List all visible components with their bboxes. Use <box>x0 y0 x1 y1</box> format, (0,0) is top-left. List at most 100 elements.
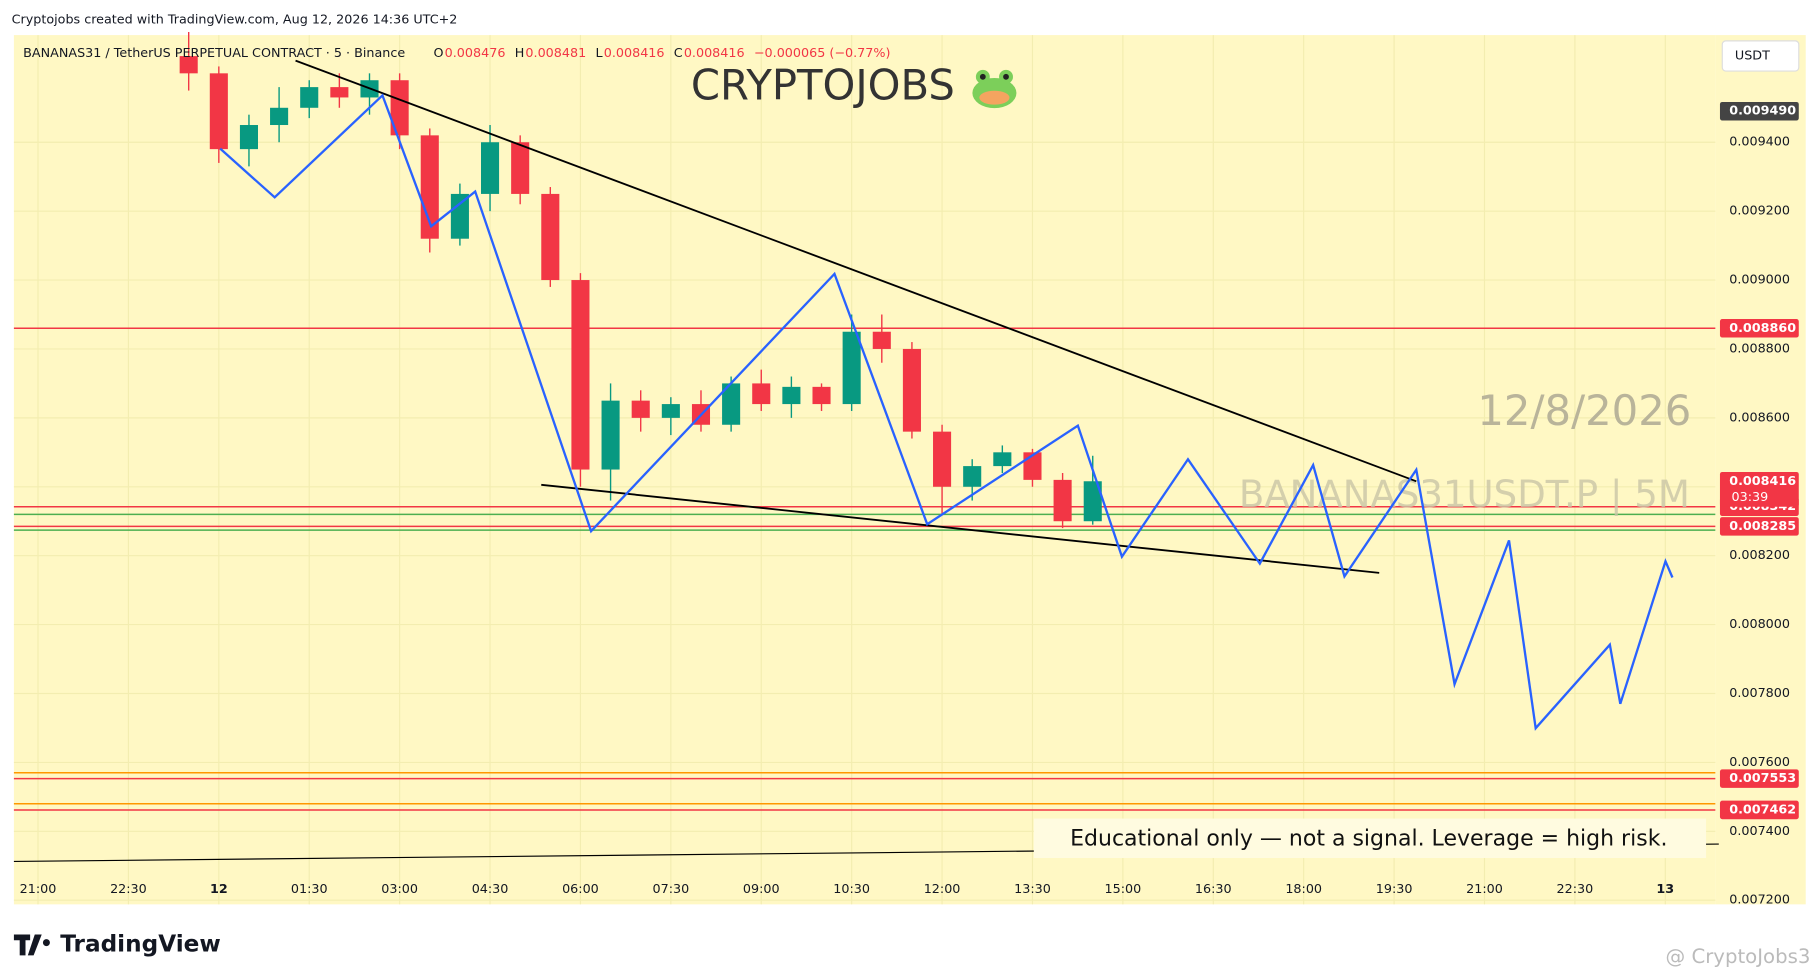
ohlc-label: C <box>674 46 683 61</box>
x-tick-label: 21:00 <box>1466 882 1503 897</box>
x-tick-label: 18:00 <box>1285 882 1322 897</box>
last-price-tag <box>1719 471 1799 507</box>
drawings <box>13 59 1719 863</box>
candle-body <box>300 87 319 108</box>
y-tick-label: 0.008000 <box>1729 617 1790 632</box>
y-tick-label: 0.007400 <box>1729 824 1790 839</box>
frog-icon <box>972 69 1017 109</box>
brand: TradingView <box>60 930 221 957</box>
x-tick-label: 22:30 <box>110 882 147 897</box>
ohlc-label: H <box>515 46 525 61</box>
candle-body <box>812 386 831 405</box>
countdown: 03:39 <box>1732 490 1769 505</box>
x-tick-label: 15:00 <box>1105 882 1142 897</box>
x-tick-label: 13 <box>1656 882 1674 897</box>
x-tick-label: 09:00 <box>743 882 780 897</box>
last-price-label: 0.008416 <box>1729 474 1796 489</box>
y-tick-label: 0.007600 <box>1729 755 1790 770</box>
x-tick-label: 10:30 <box>833 882 870 897</box>
candle-body <box>511 142 530 194</box>
ohlc-label: O <box>433 46 443 61</box>
price-tag-label: 0.009490 <box>1729 104 1796 119</box>
plot-background <box>13 35 1716 905</box>
y-tick-label: 0.008600 <box>1729 410 1790 425</box>
x-tick-label: 19:30 <box>1376 882 1413 897</box>
candle-body <box>842 331 861 405</box>
candle-body <box>390 80 409 136</box>
candle-body <box>541 193 560 281</box>
candle-body <box>631 400 650 418</box>
note-box <box>1033 818 1707 858</box>
currency-button[interactable] <box>1721 40 1800 72</box>
candle-body <box>270 107 289 126</box>
candle-body <box>661 404 680 418</box>
note: Educational only — not a signal. Leverag… <box>1070 826 1667 851</box>
symbol-watermark: BANANAS31USDT.P | 5M <box>1239 473 1690 517</box>
price-axis-background <box>1715 35 1806 905</box>
change: −0.000065 (−0.77%) <box>754 46 891 61</box>
x-tick-label: 01:30 <box>291 882 328 897</box>
candle-body <box>330 87 349 98</box>
candle-body <box>722 383 741 425</box>
title: CRYPTOJOBS <box>691 60 955 109</box>
trendline <box>295 59 1417 483</box>
candle-body <box>179 56 198 74</box>
y-tick-label: 0.007200 <box>1729 893 1790 908</box>
level-label: 0.007553 <box>1729 771 1796 786</box>
levels <box>13 327 1716 811</box>
candle-body <box>872 331 891 349</box>
y-tick-label: 0.008200 <box>1729 548 1790 563</box>
x-tick-label: 13:30 <box>1014 882 1051 897</box>
candle-body <box>752 383 771 405</box>
candle-body <box>450 193 469 239</box>
candle-body <box>571 280 590 470</box>
level-tag <box>1719 319 1799 338</box>
x-tick-label: 16:30 <box>1195 882 1232 897</box>
x-tick-label: 12:00 <box>924 882 961 897</box>
candle-body <box>1083 481 1102 522</box>
x-tick-label: 12 <box>210 882 228 897</box>
tv-logo <box>13 934 50 956</box>
x-tick-label: 22:30 <box>1557 882 1594 897</box>
y-tick-label: 0.007800 <box>1729 686 1790 701</box>
level-tag <box>1719 517 1799 536</box>
level-label: 0.008860 <box>1729 321 1796 336</box>
candle-body <box>963 466 982 487</box>
x-tick-label: 07:30 <box>652 882 689 897</box>
candle-body <box>601 400 620 470</box>
header: Cryptojobs created with TradingView.com,… <box>12 13 458 28</box>
x-tick-label: 04:30 <box>472 882 509 897</box>
ohlc-value: 0.008416 <box>684 46 745 61</box>
candle-body <box>480 142 500 194</box>
price-tag <box>1719 101 1799 121</box>
axes: 0.007200 0.007400 0.007600 0.007800 0.008000… <box>20 101 1799 908</box>
y-tick-label: 0.008800 <box>1729 341 1790 356</box>
candle-body <box>782 386 801 405</box>
candle-body <box>239 125 259 150</box>
y-tick-label: 0.009400 <box>1729 135 1790 150</box>
level-tag <box>1719 769 1799 788</box>
candle-body <box>209 73 228 150</box>
candle-body <box>1053 479 1072 522</box>
level-label: 0.007462 <box>1729 802 1796 817</box>
symbol: BANANAS31 / TetherUS PERPETUAL CONTRACT … <box>23 46 405 61</box>
date-watermark: 12/8/2026 <box>1477 386 1691 435</box>
x-tick-label: 06:00 <box>562 882 599 897</box>
candle-body <box>933 431 952 487</box>
candle-body <box>902 348 921 432</box>
legend: BANANAS31 / TetherUS PERPETUAL CONTRACT … <box>23 46 890 61</box>
ohlc-value: 0.008481 <box>525 46 586 61</box>
ohlc-label: L <box>595 46 603 61</box>
level-tag <box>1719 800 1799 820</box>
currency[interactable]: USDT <box>1735 48 1770 63</box>
trendline <box>541 483 1380 574</box>
grid <box>13 35 1716 905</box>
level-label: 0.008285 <box>1729 519 1796 534</box>
ohlc-value: 0.008476 <box>445 46 506 61</box>
candle-body <box>993 452 1012 467</box>
x-tick-label: 03:00 <box>381 882 418 897</box>
x-tick-label: 21:00 <box>20 882 57 897</box>
ohlc-value: 0.008416 <box>604 46 665 61</box>
